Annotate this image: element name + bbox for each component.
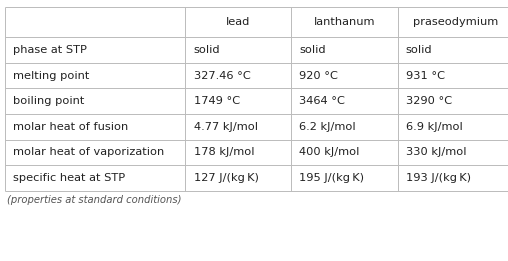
Text: 330 kJ/mol: 330 kJ/mol: [406, 147, 466, 157]
Text: boiling point: boiling point: [13, 96, 85, 106]
Text: 920 °C: 920 °C: [299, 71, 338, 81]
Text: melting point: melting point: [13, 71, 89, 81]
Text: specific heat at STP: specific heat at STP: [13, 173, 125, 183]
Text: 178 kJ/mol: 178 kJ/mol: [194, 147, 254, 157]
Text: 327.46 °C: 327.46 °C: [194, 71, 250, 81]
Text: lead: lead: [226, 17, 250, 27]
Text: solid: solid: [194, 45, 220, 55]
Text: 4.77 kJ/mol: 4.77 kJ/mol: [194, 122, 258, 132]
Text: 6.9 kJ/mol: 6.9 kJ/mol: [406, 122, 463, 132]
Text: solid: solid: [299, 45, 326, 55]
Text: lanthanum: lanthanum: [313, 17, 375, 27]
Text: solid: solid: [406, 45, 432, 55]
Text: 400 kJ/mol: 400 kJ/mol: [299, 147, 360, 157]
Text: 1749 °C: 1749 °C: [194, 96, 240, 106]
Text: 193 J/(kg K): 193 J/(kg K): [406, 173, 471, 183]
Text: molar heat of fusion: molar heat of fusion: [13, 122, 129, 132]
Text: 3290 °C: 3290 °C: [406, 96, 452, 106]
Text: 195 J/(kg K): 195 J/(kg K): [299, 173, 364, 183]
Text: 931 °C: 931 °C: [406, 71, 445, 81]
Text: 6.2 kJ/mol: 6.2 kJ/mol: [299, 122, 356, 132]
Text: 127 J/(kg K): 127 J/(kg K): [194, 173, 259, 183]
Text: molar heat of vaporization: molar heat of vaporization: [13, 147, 165, 157]
Text: 3464 °C: 3464 °C: [299, 96, 345, 106]
Text: (properties at standard conditions): (properties at standard conditions): [7, 195, 182, 205]
Text: praseodymium: praseodymium: [413, 17, 498, 27]
Text: phase at STP: phase at STP: [13, 45, 87, 55]
